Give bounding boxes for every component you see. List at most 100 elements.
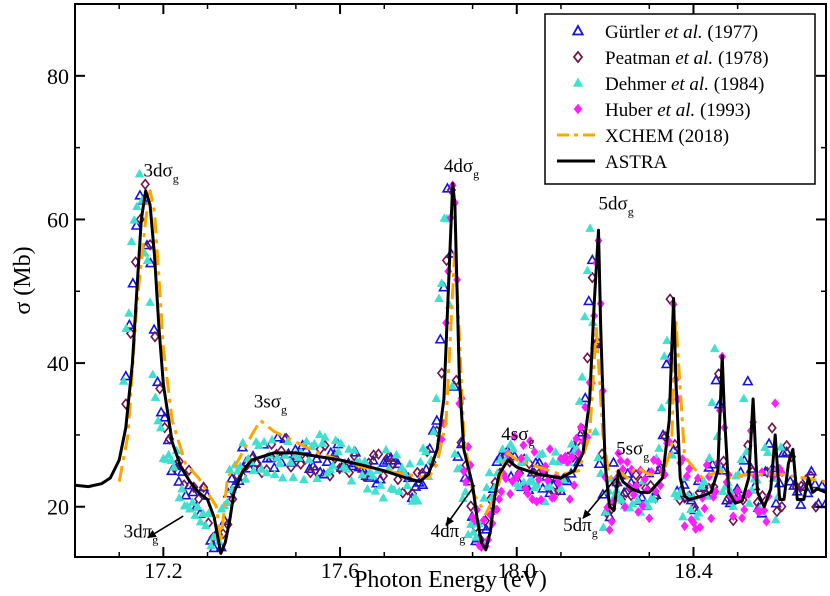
huber-point-32 [508,476,517,487]
huber-point-57 [563,456,572,467]
huber-point-112 [685,463,694,474]
peatman-point-139 [796,480,806,493]
dehmer-point-18 [166,455,177,465]
gurtler-point-15 [173,475,185,486]
peatman-point-141 [806,470,816,482]
dehmer-point-169 [566,439,577,448]
huber-point-39 [523,488,532,499]
annotation-base-8: 5dπ [563,515,592,536]
annotation-label-5: 5sσg [616,438,649,463]
huber-point-96 [649,455,658,466]
huber-point-84 [623,457,632,468]
dehmer-point-70 [304,454,314,464]
dehmer-point-79 [328,460,338,470]
legend-label-tail-3: (1993) [695,100,750,121]
legend-label-main-1: Peatman [605,48,675,69]
dehmer-point-236 [744,498,754,507]
gurtler-point-43 [272,431,284,442]
dehmer-point-125 [450,448,460,458]
peatman-point-97 [592,336,602,348]
legend-label-2: Dehmer et al. (1984) [605,74,764,95]
dehmer-point-102 [389,484,399,494]
dehmer-point-217 [693,507,704,517]
annotation-sub-6: g [152,533,158,547]
huber-point-19 [479,515,488,526]
dehmer-point-69 [301,436,312,445]
gurtler-point-184 [770,497,782,508]
dehmer-point-58 [272,452,283,462]
annotation-sub-2: g [628,204,634,218]
huber-point-95 [647,466,656,477]
peatman-point-27 [252,457,262,470]
gurtler-point-153 [660,357,673,369]
annotation-base-4: 4sσ [501,424,528,445]
dehmer-point-181 [598,522,609,532]
legend-entry-2: Dehmer et al. (1984) [572,74,764,95]
annotation-arrow-6 [147,515,184,539]
peatman-point-4 [140,178,150,191]
gurtler-point-88 [431,414,443,425]
annotation-base-7: 4dπ [431,521,460,542]
peatman-point-125 [728,514,738,527]
annotation-base-1: 4dσ [444,156,473,177]
legend-entry-4: XCHEM (2018) [557,126,729,147]
dehmer-point-21 [174,492,185,502]
dehmer-point-218 [696,481,707,490]
dehmer-point-56 [267,434,277,444]
y-tick-label-0: 20 [47,495,69,520]
dehmer-point-0 [118,376,129,385]
annotation-base-6: 3dπ [124,522,153,543]
dehmer-point-149 [513,481,524,491]
huber-point-45 [537,494,546,505]
peatman-point-135 [777,500,787,513]
annotation-base-5: 5sσ [616,438,643,459]
y-tick-label-3: 80 [47,64,69,89]
legend: Gürtler et al. (1977) Peatman et al. (197… [544,13,816,185]
dehmer-point-25 [185,503,195,513]
dehmer-point-188 [617,495,627,504]
huber-point-63 [576,422,585,433]
huber-point-37 [519,440,528,451]
legend-label-3: Huber et al. (1993) [605,100,751,121]
peatman-point-103 [621,486,632,499]
dehmer-point-3 [126,236,137,246]
huber-point-29 [501,473,510,484]
gurtler-point-131 [583,294,595,306]
dehmer-point-66 [293,452,304,461]
legend-label-tail-0: (1977) [703,22,758,43]
annotation-base-2: 5dσ [598,193,627,214]
dehmer-point-5 [132,201,142,211]
dehmer-point-163 [550,447,561,456]
gurtler-point-102 [480,523,493,534]
peatman-point-142 [811,501,821,513]
dehmer-point-54 [261,467,272,477]
legend-entry-5: ASTRA [557,152,668,173]
huber-point-53 [554,478,563,489]
huber-point-77 [607,516,616,527]
dehmer-point-233 [736,454,746,464]
annotation-base-0: 3dσ [143,160,172,181]
dehmer-point-86 [346,475,357,485]
gurtler-point-2 [127,277,139,288]
huber-point-59 [567,452,576,463]
legend-label-italic-2: et al. [671,74,709,95]
dehmer-point-73 [312,473,322,483]
dehmer-point-222 [707,397,717,407]
dehmer-point-12 [150,392,161,401]
dehmer-point-63 [285,457,296,466]
gurtler-point-84 [416,478,429,490]
gurtler-point-30 [226,472,238,483]
huber-point-145 [757,467,766,478]
huber-point-11 [461,476,470,487]
dehmer-point-202 [654,443,664,452]
annotation-label-8: 5dπg [563,515,598,540]
huber-point-60 [570,480,579,491]
peatman-point-54 [383,451,393,464]
dehmer-point-98 [378,492,389,502]
legend-label-italic-3: et al. [657,100,695,121]
huber-point-33 [510,431,519,442]
dehmer-point-68 [299,474,309,484]
huber-point-89 [634,506,643,517]
legend-entry-0: Gürtler et al. (1977) [571,22,758,43]
